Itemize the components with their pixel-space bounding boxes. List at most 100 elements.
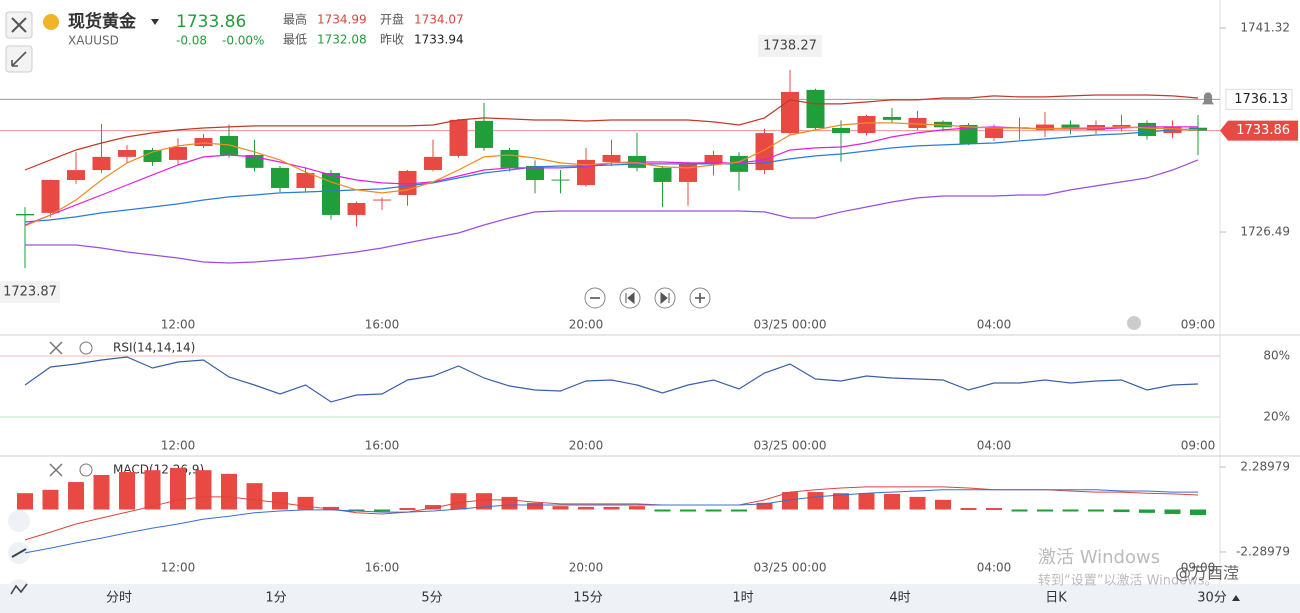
- histogram-bar: [629, 506, 645, 510]
- scroll-handle[interactable]: [1127, 316, 1141, 330]
- histogram-bar: [884, 493, 900, 510]
- x-tick-label: 20:00: [569, 318, 604, 332]
- candle-body: [653, 167, 672, 182]
- candle-body: [16, 213, 34, 216]
- watermark-title: 激活 Windows: [1038, 547, 1160, 568]
- histogram-bar: [833, 493, 849, 510]
- histogram-bar: [807, 492, 824, 510]
- dea-line: [24, 489, 1198, 554]
- candle-body: [169, 146, 187, 160]
- candle-body: [602, 154, 621, 162]
- candle-body: [194, 138, 213, 147]
- histogram-bar: [1011, 509, 1028, 512]
- stats: 最高 1734.99 开盘 1734.07 最低 1732.08 昨收 1733.94: [283, 12, 464, 47]
- candle-body: [449, 119, 468, 156]
- x-tick-label: 03/25 00:00: [754, 561, 827, 575]
- close-macd[interactable]: [49, 463, 63, 477]
- histogram-bar: [1139, 509, 1155, 513]
- histogram-bar: [654, 509, 671, 512]
- histogram-bar: [246, 483, 263, 510]
- stat-value: 1734.99: [317, 13, 367, 27]
- histogram-bar: [425, 505, 441, 510]
- tool-button[interactable]: [8, 510, 30, 532]
- tab-arrow[interactable]: [1232, 595, 1240, 601]
- overlay-line: [24, 122, 1199, 227]
- tab[interactable]: 4时: [889, 591, 910, 606]
- x-tick-label: 04:00: [977, 561, 1012, 575]
- candle-body: [475, 120, 493, 148]
- high-annotation-label: 1738.27: [763, 38, 817, 53]
- credit: @万酉滢: [1175, 564, 1239, 583]
- x-tick-label: 16:00: [365, 318, 400, 332]
- stat-label: 昨收: [380, 33, 404, 47]
- candle-body: [118, 150, 136, 157]
- y-tick-label: 1726.49: [1240, 225, 1290, 239]
- y-tick-label: 1741.32: [1240, 20, 1290, 34]
- histogram-bar: [527, 502, 543, 510]
- icon: [695, 293, 705, 303]
- histogram-bar: [17, 493, 33, 510]
- x-tick-label: 04:00: [977, 439, 1012, 453]
- price-tag: [1220, 120, 1298, 141]
- histogram-bar: [731, 509, 747, 512]
- candle-body: [347, 202, 366, 215]
- histogram-bar: [68, 482, 84, 510]
- candle-body: [908, 117, 927, 128]
- candle-body: [296, 172, 315, 188]
- candle-body: [271, 167, 289, 188]
- candle-body: [551, 179, 570, 181]
- settings-macd[interactable]: [79, 463, 93, 477]
- close-rsi[interactable]: [49, 341, 63, 355]
- histogram-bar: [297, 496, 314, 510]
- histogram-bar: [374, 509, 390, 512]
- tab[interactable]: 日K: [1045, 591, 1067, 606]
- histogram-bar: [323, 506, 339, 510]
- candle-body: [679, 163, 697, 182]
- x-tick-label: 09:00: [1181, 439, 1216, 453]
- overlay-line: [24, 94, 1199, 171]
- price-tag-label: 1733.86: [1236, 123, 1290, 138]
- tab[interactable]: 1时: [732, 591, 753, 606]
- x-tick-label: 16:00: [365, 561, 400, 575]
- tab-bar: [0, 584, 1300, 613]
- candle-body: [959, 124, 978, 144]
- line-icon: [10, 583, 28, 595]
- tab[interactable]: 1分: [265, 591, 286, 606]
- candle-body: [41, 180, 60, 213]
- price: 1733.86: [176, 12, 246, 32]
- histogram-bar: [552, 506, 569, 510]
- histogram-bar: [170, 467, 186, 510]
- tab[interactable]: 5分: [421, 591, 442, 606]
- rsi-line: [24, 356, 1199, 403]
- histogram-bar: [603, 506, 620, 510]
- dropdown-arrow[interactable]: [151, 19, 159, 25]
- histogram-bar: [782, 492, 798, 510]
- tab[interactable]: 分时: [106, 591, 132, 606]
- low-annotation: [0, 281, 60, 304]
- indicator-title: RSI(14,14,14): [113, 341, 195, 355]
- y-tick-label: 20%: [1263, 409, 1290, 423]
- tab[interactable]: 15分: [573, 591, 603, 606]
- histogram-bar: [1037, 509, 1053, 512]
- candle-body: [67, 170, 85, 180]
- y-tick-label: -2.28979: [1236, 544, 1290, 558]
- stat-label: 开盘: [380, 12, 404, 27]
- instrument-name[interactable]: 现货黄金: [68, 11, 137, 32]
- histogram-bar: [221, 473, 237, 510]
- histogram-bar: [858, 493, 875, 510]
- x-tick-label: 12:00: [161, 318, 196, 332]
- candle-body: [500, 150, 519, 168]
- tab[interactable]: 30分: [1197, 591, 1227, 606]
- histogram-bar: [144, 470, 161, 510]
- stat-value: 1734.07: [414, 13, 464, 27]
- settings-rsi[interactable]: [79, 341, 93, 355]
- candle-body: [1061, 124, 1080, 130]
- icon: [625, 291, 635, 305]
- stat-value: 1733.94: [414, 33, 464, 47]
- x-tick-label: 04:00: [977, 318, 1012, 332]
- candle-body: [424, 156, 442, 170]
- symbol: XAUUSD: [68, 34, 119, 48]
